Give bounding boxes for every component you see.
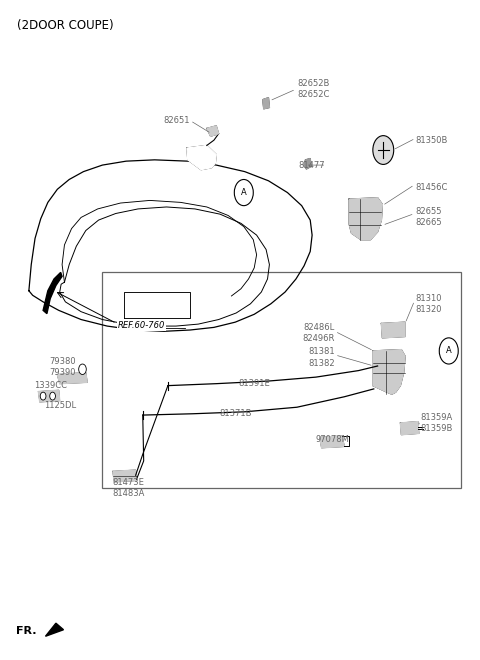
Text: REF.60-760: REF.60-760 — [118, 321, 165, 330]
Text: 81359A
81359B: 81359A 81359B — [420, 413, 453, 433]
Text: 1339CC: 1339CC — [34, 381, 67, 390]
Circle shape — [40, 392, 46, 400]
Polygon shape — [207, 126, 219, 136]
Text: 81456C: 81456C — [416, 183, 448, 192]
Text: A: A — [241, 188, 247, 197]
Polygon shape — [320, 436, 344, 447]
Polygon shape — [304, 158, 311, 169]
Polygon shape — [373, 350, 405, 394]
Text: 81310
81320: 81310 81320 — [416, 294, 442, 314]
Text: A: A — [446, 346, 452, 356]
Polygon shape — [57, 372, 87, 383]
Text: 82486L
82496R: 82486L 82496R — [302, 323, 335, 343]
Text: 81477: 81477 — [299, 160, 325, 170]
Text: 81381
81382: 81381 81382 — [308, 347, 335, 368]
Polygon shape — [349, 198, 383, 240]
Text: 81473E
81483A: 81473E 81483A — [112, 478, 144, 498]
Polygon shape — [263, 98, 269, 109]
Text: 97078M: 97078M — [315, 436, 349, 444]
Circle shape — [50, 392, 56, 400]
Polygon shape — [43, 273, 62, 314]
Text: 81371B: 81371B — [219, 409, 252, 418]
Polygon shape — [38, 390, 60, 402]
Text: 81350B: 81350B — [416, 136, 448, 145]
Text: 82652B
82652C: 82652B 82652C — [297, 79, 329, 99]
Polygon shape — [382, 322, 405, 338]
Polygon shape — [46, 623, 63, 636]
Circle shape — [79, 364, 86, 374]
Text: 82655
82665: 82655 82665 — [416, 207, 442, 228]
Polygon shape — [187, 145, 216, 170]
Text: FR.: FR. — [16, 626, 36, 636]
Bar — [102, 273, 461, 488]
Circle shape — [373, 136, 394, 164]
Text: 81391E: 81391E — [239, 379, 270, 388]
Text: 79380
79390: 79380 79390 — [50, 357, 76, 378]
Text: (2DOOR COUPE): (2DOOR COUPE) — [17, 19, 114, 32]
Polygon shape — [400, 422, 419, 435]
Text: 1125DL: 1125DL — [44, 401, 76, 410]
Polygon shape — [113, 470, 137, 482]
Text: 82651: 82651 — [164, 116, 190, 125]
